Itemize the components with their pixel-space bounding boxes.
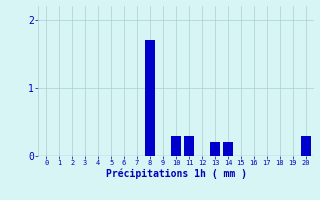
Bar <box>184 136 194 156</box>
Bar <box>171 136 181 156</box>
X-axis label: Précipitations 1h ( mm ): Précipitations 1h ( mm ) <box>106 169 246 179</box>
Bar <box>301 136 311 156</box>
Bar <box>210 142 220 156</box>
Bar <box>145 40 155 156</box>
Bar <box>223 142 233 156</box>
